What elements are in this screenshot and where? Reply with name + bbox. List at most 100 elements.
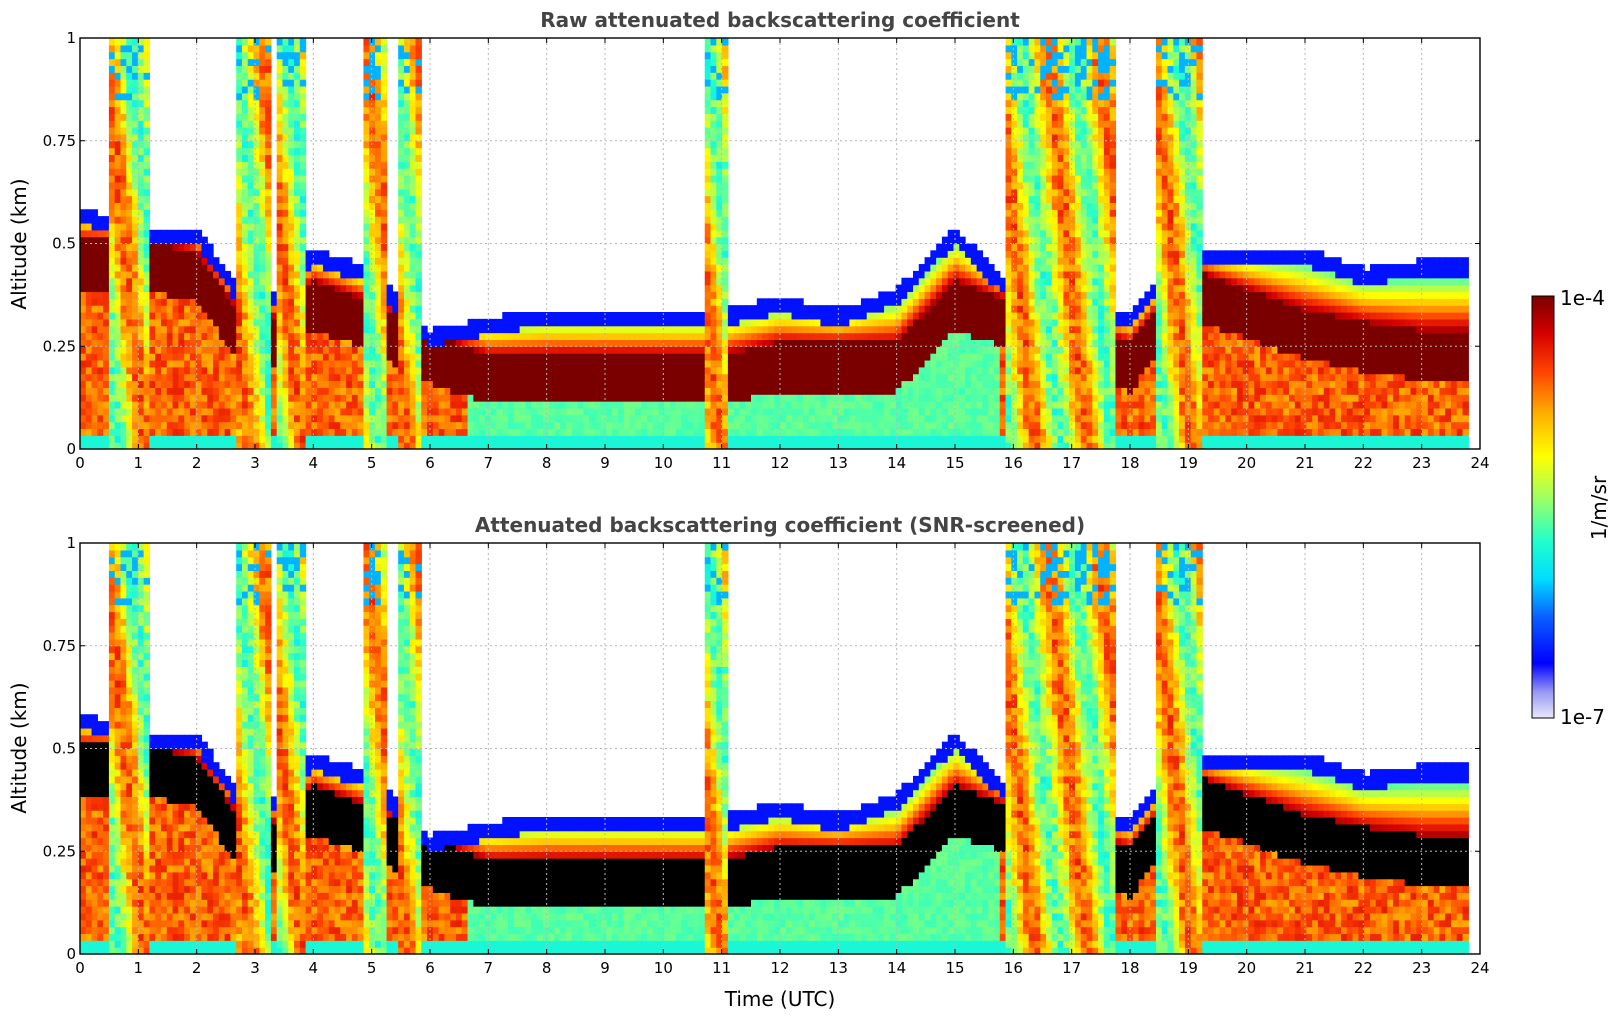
heatmap-cell: [756, 339, 764, 347]
heatmap-cell: [484, 421, 492, 430]
heatmap-cell: [247, 222, 255, 231]
heatmap-cell: [941, 387, 949, 395]
heatmap-cell: [241, 332, 249, 340]
heatmap-cell: [959, 298, 966, 306]
heatmap-cell: [178, 435, 185, 443]
heatmap-cell: [328, 312, 336, 320]
heatmap-cell: [791, 332, 798, 340]
heatmap-cell: [184, 435, 191, 443]
heatmap-cell: [253, 421, 260, 430]
heatmap-cell: [386, 359, 393, 368]
heatmap-cell: [317, 305, 324, 313]
heatmap-cell: [785, 366, 793, 375]
heatmap-cell: [739, 414, 746, 423]
heatmap-cell: [380, 154, 388, 162]
heatmap-cell: [722, 366, 729, 375]
heatmap-cell: [143, 147, 151, 156]
heatmap-cell: [137, 133, 145, 142]
heatmap-cell: [247, 216, 255, 224]
heatmap-cell: [149, 373, 156, 382]
heatmap-cell: [259, 222, 266, 231]
heatmap-cell: [149, 257, 156, 265]
heatmap-cell: [866, 298, 874, 306]
heatmap-cell: [213, 257, 220, 265]
heatmap-cell: [380, 127, 388, 135]
heatmap-cell: [959, 325, 966, 334]
heatmap-cell: [698, 325, 706, 334]
heatmap-cell: [837, 387, 845, 395]
heatmap-cell: [91, 229, 98, 238]
heatmap-cell: [137, 428, 145, 436]
heatmap-cell: [658, 442, 665, 449]
heatmap-cell: [930, 332, 937, 340]
heatmap-cell: [363, 188, 370, 197]
heatmap-cell: [953, 325, 960, 334]
heatmap-cell: [299, 284, 307, 293]
heatmap-cell: [265, 435, 272, 443]
heatmap-cell: [965, 407, 972, 416]
heatmap-cell: [276, 353, 284, 361]
heatmap-cell: [704, 359, 712, 368]
heatmap-cell: [606, 325, 613, 334]
heatmap-cell: [357, 414, 365, 423]
heatmap-cell: [236, 38, 243, 46]
heatmap-cell: [172, 435, 179, 443]
heatmap-cell: [571, 407, 579, 416]
heatmap-cell: [334, 284, 341, 293]
heatmap-cell: [716, 133, 723, 142]
heatmap-cell: [380, 257, 388, 265]
heatmap-cell: [687, 421, 694, 430]
heatmap-cell: [328, 318, 336, 327]
heatmap-cell: [236, 339, 243, 347]
heatmap-cell: [496, 380, 503, 388]
heatmap-cell: [143, 401, 151, 409]
heatmap-cell: [259, 291, 266, 299]
heatmap-cell: [768, 298, 775, 306]
heatmap-cell: [369, 305, 376, 313]
heatmap-cell: [774, 346, 781, 354]
heatmap-cell: [241, 428, 249, 436]
heatmap-cell: [722, 257, 729, 265]
heatmap-cell: [363, 339, 370, 347]
heatmap-cell: [299, 243, 307, 251]
heatmap-cell: [791, 339, 798, 347]
heatmap-cell: [375, 291, 382, 299]
heatmap-cell: [328, 442, 336, 449]
heatmap-cell: [751, 394, 758, 402]
heatmap-cell: [230, 387, 237, 395]
heatmap-cell: [502, 353, 509, 361]
heatmap-cell: [317, 359, 324, 368]
heatmap-cell: [114, 291, 122, 299]
heatmap-cell: [693, 318, 700, 327]
heatmap-cell: [756, 394, 764, 402]
heatmap-cell: [241, 44, 249, 53]
heatmap-cell: [513, 346, 521, 354]
heatmap-cell: [577, 366, 584, 375]
heatmap-cell: [849, 359, 856, 368]
heatmap-cell: [398, 175, 405, 183]
heatmap-cell: [294, 264, 301, 272]
heatmap-cell: [947, 312, 955, 320]
heatmap-cell: [403, 236, 411, 245]
heatmap-cell: [970, 277, 978, 286]
heatmap-cell: [941, 325, 949, 334]
heatmap-cell: [450, 407, 457, 416]
heatmap-cell: [1005, 229, 1012, 238]
heatmap-cell: [386, 373, 393, 382]
heatmap-cell: [91, 421, 98, 430]
heatmap-cell: [380, 58, 388, 66]
heatmap-cell: [427, 353, 434, 361]
heatmap-cell: [392, 339, 399, 347]
heatmap-cell: [299, 175, 307, 183]
heatmap-cell: [710, 58, 717, 66]
heatmap-cell: [722, 346, 729, 354]
heatmap-cell: [641, 312, 648, 320]
heatmap-cell: [913, 284, 920, 293]
heatmap-cell: [450, 428, 457, 436]
heatmap-cell: [716, 305, 723, 313]
heatmap-cell: [866, 353, 874, 361]
heatmap-cell: [322, 346, 330, 354]
heatmap-cell: [444, 414, 451, 423]
heatmap-cell: [415, 359, 422, 368]
heatmap-cell: [346, 305, 353, 313]
